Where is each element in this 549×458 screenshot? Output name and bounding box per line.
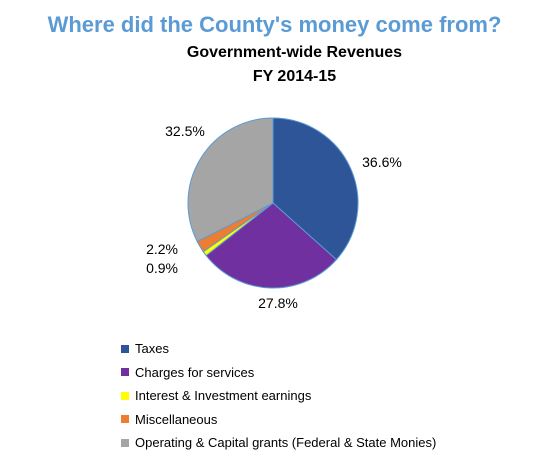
data-label: 2.2% [146,241,178,257]
chart-legend: Taxes Charges for services Interest & Inve… [121,337,436,455]
legend-swatch [121,344,129,353]
pie-slice-charges-for-services [205,202,338,289]
page-title: Where did the County's money come from? [47,12,502,37]
legend-item: Charges for services [121,361,436,385]
legend-swatch [121,391,129,400]
legend-label: Taxes [135,341,169,357]
data-label: 36.6% [362,154,402,170]
legend-item: Miscellaneous [121,408,436,432]
pie-slice-operating-capital-grants-federal-state-monies [187,117,274,243]
legend-label: Miscellaneous [135,411,218,427]
data-label: 0.9% [146,260,178,276]
legend-swatch [121,438,129,447]
chart-subtitle: Government-wide Revenues [186,44,403,61]
legend-item: Taxes [121,337,436,361]
pie-slice-taxes [272,117,359,261]
data-label: 32.5% [165,123,205,139]
legend-label: Charges for services [135,364,255,380]
legend-swatch [121,368,129,377]
data-label: 27.8% [258,295,298,311]
legend-label: Interest & Investment earnings [135,388,312,404]
chart-fiscal-year: FY 2014-15 [252,68,337,85]
legend-item: Operating & Capital grants (Federal & St… [121,431,436,455]
legend-swatch [121,415,129,424]
legend-label: Operating & Capital grants (Federal & St… [135,435,437,451]
legend-item: Interest & Investment earnings [121,384,436,408]
